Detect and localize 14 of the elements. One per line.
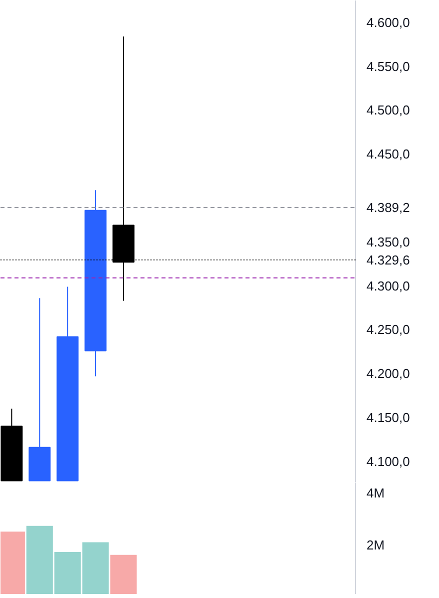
y-tick-label: 4.250,0 bbox=[366, 322, 410, 338]
y-tick-label: 4.200,0 bbox=[366, 366, 410, 382]
y-tick-label: 4.550,0 bbox=[366, 58, 410, 74]
ref-line-label: 4.389,2 bbox=[366, 200, 410, 216]
y-tick-label: 4.150,0 bbox=[366, 410, 410, 426]
y-tick-label: 4.350,0 bbox=[366, 234, 410, 250]
ref-line-label: 4.329,6 bbox=[366, 252, 410, 268]
y-tick-label: 2M bbox=[366, 538, 385, 553]
y-tick-label: 4M bbox=[366, 485, 385, 500]
y-tick-label: 4.450,0 bbox=[366, 146, 410, 162]
y-tick-label: 4.600,0 bbox=[366, 14, 410, 30]
y-tick-label: 4.100,0 bbox=[366, 454, 410, 469]
y-tick-label: 4.300,0 bbox=[366, 278, 410, 294]
y-tick-label: 4.500,0 bbox=[366, 102, 410, 118]
